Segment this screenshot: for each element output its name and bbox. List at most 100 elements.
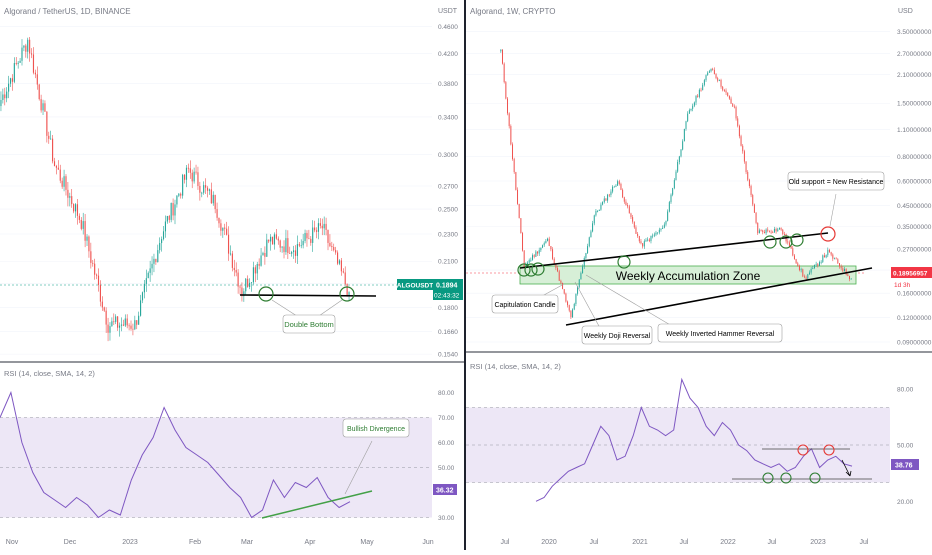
left-candle-body-129 [247, 278, 249, 287]
left-time-tick-0: Nov [6, 539, 19, 546]
left-candle-body-60 [115, 316, 117, 322]
right-chart-header: Algorand, 1W, CRYPTO [470, 7, 556, 16]
left-candle-body-4 [8, 83, 10, 92]
right-circle-5 [763, 235, 777, 249]
right-candle-body-41 [568, 305, 570, 311]
left-rsi-tick-2: 60.00 [438, 440, 455, 447]
left-price-tick-8: 0.2100 [438, 259, 458, 266]
right-candle-body-67 [612, 186, 614, 192]
right-upper-trendline [519, 232, 829, 269]
right-candle-body-115 [692, 105, 694, 109]
left-candle-body-123 [235, 270, 237, 273]
right-candle-body-108 [680, 149, 682, 157]
left-candle-body-39 [74, 204, 77, 212]
doji-label: Weekly Doji Reversal [584, 333, 651, 340]
left-price-tick-12: 0.1540 [438, 352, 458, 359]
left-rsi-header: RSI (14, close, SMA, 14, 2) [4, 369, 95, 378]
right-time-tick-3: 2021 [632, 539, 648, 546]
left-rsi-tick-3: 50.00 [438, 465, 455, 472]
left-candle-body-13 [25, 45, 27, 52]
right-candle-body-25 [542, 245, 544, 248]
right-candle-body-164 [773, 229, 775, 233]
right-candle-body-83 [638, 236, 640, 242]
left-candle-body-61 [117, 316, 119, 328]
left-candle-body-11 [21, 47, 23, 61]
right-candle-body-131 [718, 79, 720, 81]
left-candle-body-56 [107, 324, 109, 333]
left-candle-body-181 [346, 284, 348, 296]
right-candle-body-209 [848, 275, 850, 280]
left-candle-body-91 [174, 204, 176, 216]
left-candle-body-113 [216, 209, 218, 218]
left-candle-body-158 [302, 240, 304, 246]
right-candle-body-71 [618, 181, 620, 184]
right-candle-body-17 [528, 260, 530, 263]
right-candle-body-42 [570, 310, 572, 318]
right-candle-body-190 [817, 264, 819, 266]
left-candle-body-109 [208, 189, 210, 191]
resistance-callout-pointer [829, 193, 837, 227]
bullish-divergence-label: Bullish Divergence [347, 426, 405, 433]
right-candle-body-85 [642, 243, 644, 247]
left-price-badge [433, 279, 463, 290]
left-candle-body-16 [30, 53, 33, 55]
accumulation-zone-label: Weekly Accumulation Zone [616, 269, 761, 283]
left-candle-body-118 [226, 228, 228, 235]
left-candle-body-146 [279, 240, 281, 248]
right-price-tick-4: 1.10000000 [897, 127, 932, 134]
left-candle-body-141 [270, 236, 272, 242]
right-circle-1 [517, 263, 531, 277]
left-candle-body-169 [323, 223, 325, 229]
right-rsi-axis: 80.00 50.00 20.00 [466, 386, 914, 506]
right-candle-body-2 [503, 63, 505, 83]
left-candle-body-5 [9, 78, 12, 84]
right-candle-body-8 [513, 159, 515, 173]
left-candle-body-166 [317, 223, 320, 232]
left-candle-body-37 [71, 196, 73, 205]
right-candle-body-104 [673, 180, 675, 189]
left-candle-body-67 [128, 325, 130, 327]
right-candle-body-154 [757, 222, 759, 234]
right-candle-body-50 [583, 257, 585, 267]
right-candle-body-94 [657, 232, 659, 234]
right-candle-body-95 [658, 229, 660, 233]
right-candle-body-14 [523, 250, 525, 268]
right-time-axis: Jul 2020 Jul 2021 Jul 2022 Jul 2023 Jul [501, 539, 869, 546]
left-candle-body-179 [342, 271, 344, 273]
right-candle-body-47 [578, 279, 580, 288]
left-candle-body-23 [44, 103, 46, 112]
left-candle-body-112 [214, 194, 216, 210]
right-candle-body-66 [610, 191, 612, 195]
right-candle-body-43 [572, 309, 574, 318]
right-candle-body-97 [662, 227, 664, 229]
right-candle-body-29 [548, 238, 550, 247]
right-candle-body-119 [698, 89, 700, 97]
right-price-tick-1: 2.70000000 [897, 51, 932, 58]
right-candle-body-166 [777, 229, 779, 232]
left-candle-body-176 [336, 252, 339, 264]
right-candle-body-186 [810, 268, 812, 273]
right-candle-body-45 [575, 293, 577, 304]
left-candle-body-40 [76, 204, 79, 216]
right-price-tick-6: 0.60000000 [897, 179, 932, 186]
left-candle-body-47 [90, 251, 92, 263]
right-candles [500, 49, 852, 319]
right-candle-body-167 [778, 228, 780, 230]
left-candle-body-122 [233, 267, 235, 271]
right-candle-body-70 [617, 181, 619, 186]
right-candle-body-163 [772, 232, 774, 234]
right-candle-body-49 [582, 266, 584, 274]
left-candle-body-93 [178, 193, 180, 196]
left-candle-body-35 [67, 189, 69, 198]
right-candle-body-205 [842, 268, 844, 272]
right-candle-body-103 [672, 188, 674, 195]
right-candle-body-162 [770, 231, 772, 233]
left-candle-body-116 [222, 227, 224, 231]
left-candle-body-31 [59, 169, 61, 181]
capitulation-label: Capitulation Candle [494, 302, 555, 309]
resistance-callout [787, 171, 885, 191]
resistance-label: Old support = New Resistance [789, 179, 884, 186]
right-candle-body-210 [850, 278, 852, 280]
right-candle-body-89 [648, 239, 650, 242]
